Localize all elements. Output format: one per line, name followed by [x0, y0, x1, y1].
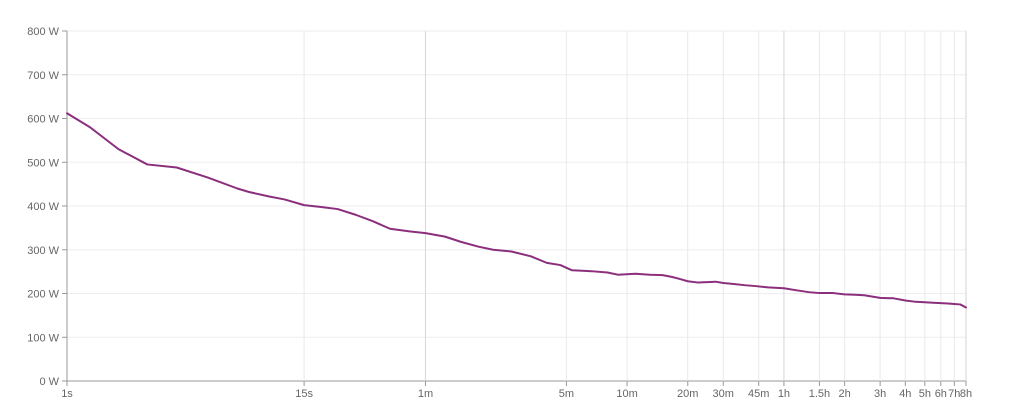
axes — [62, 30, 967, 386]
y-tick-label: 200 W — [27, 289, 59, 301]
x-tick-label: 6h — [935, 388, 947, 400]
x-tick-label: 1s — [61, 388, 73, 400]
grid — [66, 30, 967, 382]
x-tick-label: 3h — [874, 388, 886, 400]
y-tick-label: 300 W — [27, 245, 59, 257]
x-tick-label: 1m — [418, 388, 433, 400]
x-tick-label: 1h — [778, 388, 790, 400]
y-tick-label: 0 W — [39, 376, 59, 388]
y-tick-label: 100 W — [27, 332, 59, 344]
x-tick-label: 2h — [839, 388, 851, 400]
x-tick-label: 8h — [960, 388, 972, 400]
y-tick-label: 400 W — [27, 201, 59, 213]
y-tick-label: 500 W — [27, 157, 59, 169]
series — [66, 112, 967, 309]
y-tick-label: 800 W — [27, 26, 59, 38]
x-tick-label: 30m — [713, 388, 734, 400]
x-tick-label: 45m — [748, 388, 769, 400]
x-tick-label: 20m — [677, 388, 698, 400]
x-tick-label: 4h — [899, 388, 911, 400]
x-tick-label: 7h — [948, 388, 960, 400]
x-tick-label: 15s — [295, 388, 313, 400]
power-curve-line — [66, 112, 967, 309]
y-tick-label: 700 W — [27, 70, 59, 82]
x-tick-label: 5h — [919, 388, 931, 400]
tick-labels: 0 W 100 W 200 W 300 W 400 W 500 W 600 W 700 W 80… — [27, 26, 972, 400]
x-tick-label: 1.5h — [809, 388, 830, 400]
y-tick-label: 600 W — [27, 114, 59, 126]
x-tick-label: 10m — [616, 388, 637, 400]
x-tick-label: 5m — [559, 388, 574, 400]
